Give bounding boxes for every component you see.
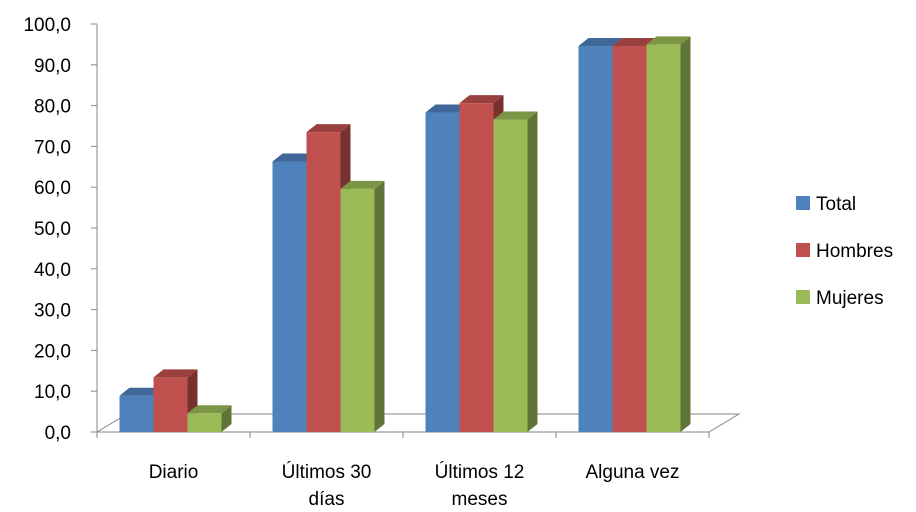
bar-front	[459, 103, 494, 432]
bar-front	[272, 161, 307, 432]
bar-front	[119, 395, 154, 432]
category-label: Alguna vez	[585, 462, 679, 483]
bar-top	[646, 36, 691, 45]
bar-front	[153, 377, 188, 432]
y-tick-label: 80,0	[34, 97, 71, 118]
legend-label: Hombres	[816, 241, 893, 262]
legend-item-total: Total	[796, 194, 856, 215]
legend-item-mujeres: Mujeres	[796, 288, 884, 309]
bar-side	[221, 405, 232, 432]
bar-top	[425, 104, 470, 113]
y-tick-label: 40,0	[34, 260, 71, 281]
bar-top	[187, 405, 232, 414]
bar-mujeres-0	[187, 405, 232, 432]
legend-item-hombres: Hombres	[796, 241, 893, 262]
category-label: Últimos 30 días	[282, 461, 372, 510]
category-label: Últimos 12 meses	[435, 461, 525, 510]
bar-front	[646, 44, 681, 433]
bar-mujeres-3	[646, 36, 691, 433]
bar-top	[340, 180, 385, 189]
bar-top	[153, 369, 198, 378]
bar-side	[374, 180, 385, 432]
legend-label: Mujeres	[816, 288, 884, 309]
bar-front	[306, 132, 341, 432]
bar-mujeres-1	[340, 180, 385, 432]
bar-front	[578, 46, 613, 432]
value-axis: 0,0 10,0 20,0 30,0 40,0 50,0 60,0 70,0 80,0 90,0 1…	[23, 15, 98, 444]
bar-top	[493, 111, 538, 120]
y-tick-label: 30,0	[34, 301, 71, 322]
y-tick-label: 70,0	[34, 137, 71, 158]
legend-swatch	[796, 196, 810, 210]
bar-top	[612, 38, 657, 47]
bar-top	[578, 38, 623, 47]
category-axis: Diario Últimos 30 días Últimos 12 meses Algun…	[96, 432, 710, 510]
y-tick-label: 50,0	[34, 219, 71, 240]
legend: Total Hombres Mujeres	[796, 194, 893, 309]
bar-top	[306, 124, 351, 133]
legend-swatch	[796, 243, 810, 257]
legend-swatch	[796, 290, 810, 304]
bar-hombres-0	[153, 369, 198, 432]
y-tick-label: 100,0	[23, 15, 71, 36]
y-tick-label: 0,0	[45, 423, 71, 444]
bar-front	[187, 413, 222, 432]
y-tick-label: 10,0	[34, 382, 71, 403]
bar-front	[425, 112, 460, 432]
y-tick-label: 90,0	[34, 56, 71, 77]
bar-top	[459, 95, 504, 104]
bar-front	[612, 46, 647, 432]
bars	[119, 36, 691, 433]
y-tick-label: 20,0	[34, 341, 71, 362]
bar-side	[680, 36, 691, 433]
bar-side	[527, 111, 538, 433]
bar-top	[119, 387, 164, 396]
y-tick-label: 60,0	[34, 178, 71, 199]
bar-front	[340, 188, 375, 432]
bar-mujeres-2	[493, 111, 538, 433]
legend-label: Total	[816, 194, 856, 215]
category-label: Diario	[149, 462, 199, 483]
bar-front	[493, 119, 528, 433]
bar-top	[272, 153, 317, 162]
